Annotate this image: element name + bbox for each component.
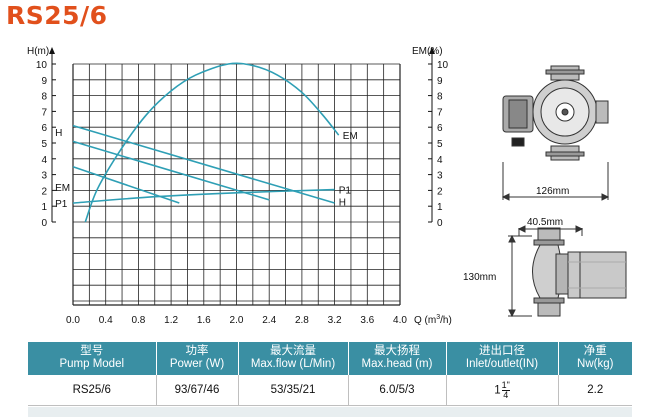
series-power-curve: [72, 188, 335, 204]
series-head-curve: [72, 165, 180, 204]
cell-port-size: 1 1" 4: [446, 375, 559, 406]
y-axis-right-arrow: [429, 47, 435, 54]
y-tick-left-label: 9: [41, 76, 47, 87]
y-axis-left-label: H(m): [27, 46, 49, 57]
header-weight: 净重 Nw(kg): [558, 342, 632, 375]
y-tick-left-label: 4: [41, 155, 47, 166]
header-power: 功率 Power (W): [156, 342, 239, 375]
dimension-width-label: 126mm: [536, 186, 569, 197]
y-tick-right-label: 2: [437, 186, 443, 197]
x-tick-label: 1.2: [164, 315, 178, 326]
dimension-inlet-label: 40.5mm: [527, 217, 563, 228]
pump-front-view-drawing: [502, 65, 609, 161]
y-tick-right-label: 8: [437, 92, 443, 103]
chart-series: [72, 62, 340, 223]
header-max-head: 最大扬程 Max.head (m): [348, 342, 447, 375]
x-tick-label: 2.0: [230, 315, 244, 326]
dimension-inlet: [517, 225, 584, 236]
spec-table-header-row: 型号 Pump Model 功率 Power (W) 最大流量 Max.flow (L…: [28, 342, 632, 375]
chart-labels: 0 1 2 3 4 5 6 7 8 9 10 0 1 2 3 4 5 6 7 8 9 10 0.0 0.4 0.8 1.2 1.6 2…: [36, 47, 449, 326]
series-efficiency-curve: [84, 62, 340, 223]
y-axis-left-arrow: [49, 47, 55, 54]
series-head-curve: [72, 124, 335, 204]
x-tick-label: 2.8: [295, 315, 309, 326]
y-tick-right-label: 9: [437, 76, 443, 87]
pump-side-view-drawing: [532, 227, 627, 317]
y-tick-right-label: 10: [437, 60, 449, 71]
dimension-height: [508, 234, 532, 318]
series-head-curve: [72, 140, 270, 201]
y-tick-left-label: 5: [41, 139, 47, 150]
curve-label: H: [339, 197, 346, 208]
x-tick-label: 0.4: [99, 315, 113, 326]
y-tick-left-label: 6: [41, 123, 47, 134]
dimension-width: [501, 162, 610, 201]
y-tick-right-label: 7: [437, 107, 443, 118]
header-pump-model: 型号 Pump Model: [28, 342, 157, 375]
y-tick-left-label: 3: [41, 171, 47, 182]
model-title: RS25/6: [6, 1, 108, 30]
x-tick-label: 2.4: [262, 315, 276, 326]
y-tick-left-label: 0: [41, 218, 47, 229]
header-inlet-outlet: 进出口径 Inlet/outlet(IN): [446, 342, 559, 375]
cell-weight: 2.2: [558, 375, 632, 406]
y-tick-left-label: 10: [36, 60, 48, 71]
spec-table: 型号 Pump Model 功率 Power (W) 最大流量 Max.flow (L…: [28, 342, 632, 406]
x-tick-label: 4.0: [393, 315, 407, 326]
y-tick-left-label: 1: [41, 202, 47, 213]
y-tick-left-label: 7: [41, 107, 47, 118]
y-tick-right-label: 1: [437, 202, 443, 213]
y-tick-right-label: 4: [437, 155, 443, 166]
y-axis-right-label: EM(%): [412, 46, 443, 57]
cell-power: 93/67/46: [156, 375, 239, 406]
header-max-flow: 最大流量 Max.flow (L/Min): [238, 342, 349, 375]
y-tick-left-label: 2: [41, 186, 47, 197]
cell-model: RS25/6: [28, 375, 157, 406]
x-tick-label: 0.8: [131, 315, 145, 326]
y-tick-left-label: 8: [41, 92, 47, 103]
x-tick-label: 3.2: [328, 315, 342, 326]
y-tick-right-label: 5: [437, 139, 443, 150]
dimension-height-label: 130mm: [463, 272, 496, 283]
cell-head: 6.0/5/3: [348, 375, 447, 406]
cell-flow: 53/35/21: [238, 375, 349, 406]
footer-strip: [28, 407, 632, 417]
pump-curve-chart: 0 1 2 3 4 5 6 7 8 9 10 0 1 2 3 4 5 6 7 8 9 10 0.0 0.4 0.8 1.2 1.6 2…: [27, 46, 627, 326]
curve-label: EM: [343, 131, 358, 142]
y-tick-right-label: 3: [437, 171, 443, 182]
x-tick-label: 1.6: [197, 315, 211, 326]
y-tick-right-label: 6: [437, 123, 443, 134]
curve-label: P1: [55, 199, 68, 210]
x-axis-label: Q (m3/h): [414, 314, 452, 326]
table-row: RS25/6 93/67/46 53/35/21 6.0/5/3 1 1" 4 2.…: [28, 375, 632, 406]
x-tick-label: 0.0: [66, 315, 80, 326]
curve-label: H: [55, 128, 62, 139]
curve-label: P1: [339, 186, 352, 197]
chart-grid: [72, 63, 401, 306]
y-tick-right-label: 0: [437, 218, 443, 229]
x-tick-label: 3.6: [360, 315, 374, 326]
curve-label: EM: [55, 183, 70, 194]
